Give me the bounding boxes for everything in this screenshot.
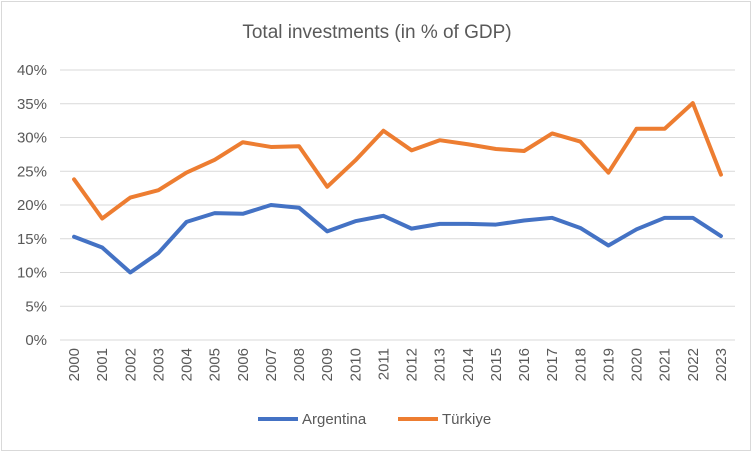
x-tick-label: 2010 <box>347 348 364 381</box>
chart-title: Total investments (in % of GDP) <box>242 22 511 43</box>
x-tick-label: 2007 <box>263 348 280 381</box>
grid-lines <box>60 69 735 341</box>
y-tick-label: 25% <box>17 163 47 180</box>
x-tick-label: 2015 <box>488 348 505 381</box>
y-axis-tick-labels: 0% 5% 10% 15% 20% 25% 30% 35% 40% <box>17 62 47 349</box>
x-tick-label: 2008 <box>291 348 308 381</box>
x-tick-label: 2005 <box>207 348 224 381</box>
x-tick-label: 2000 <box>66 348 83 381</box>
x-tick-label: 2014 <box>460 348 477 381</box>
y-tick-label: 40% <box>17 62 47 79</box>
x-tick-label: 2006 <box>235 348 252 381</box>
y-tick-label: 0% <box>25 332 47 349</box>
legend-label: Argentina <box>302 411 367 428</box>
legend-label: Türkiye <box>442 411 491 428</box>
x-tick-label: 2017 <box>544 348 561 381</box>
y-tick-label: 15% <box>17 231 47 248</box>
x-axis-tick-labels: 2000 2001 2002 2003 2004 2005 2006 2007 2008 2009… <box>66 348 730 381</box>
x-tick-label: 2003 <box>150 348 167 381</box>
y-tick-label: 20% <box>17 197 47 214</box>
x-tick-label: 2012 <box>404 348 421 381</box>
x-tick-label: 2001 <box>94 348 111 381</box>
x-tick-label: 2021 <box>657 348 674 381</box>
x-tick-label: 2004 <box>179 348 196 381</box>
x-tick-label: 2009 <box>319 348 336 381</box>
x-tick-label: 2013 <box>432 348 449 381</box>
x-tick-label: 2002 <box>122 348 139 381</box>
x-tick-label: 2023 <box>713 348 730 381</box>
series-line-argentina <box>72 203 723 275</box>
y-tick-label: 35% <box>17 96 47 113</box>
y-tick-label: 5% <box>25 298 47 315</box>
x-tick-label: 2018 <box>572 348 589 381</box>
y-tick-label: 10% <box>17 265 47 282</box>
x-tick-label: 2011 <box>375 348 392 380</box>
x-tick-label: 2016 <box>516 348 533 381</box>
series-lines <box>72 101 723 275</box>
y-tick-label: 30% <box>17 130 47 147</box>
series-line-t-rkiye <box>72 101 723 221</box>
x-tick-label: 2020 <box>629 348 646 381</box>
x-tick-label: 2019 <box>600 348 617 381</box>
x-tick-label: 2022 <box>685 348 702 381</box>
legend: Argentina Türkiye <box>258 411 491 428</box>
